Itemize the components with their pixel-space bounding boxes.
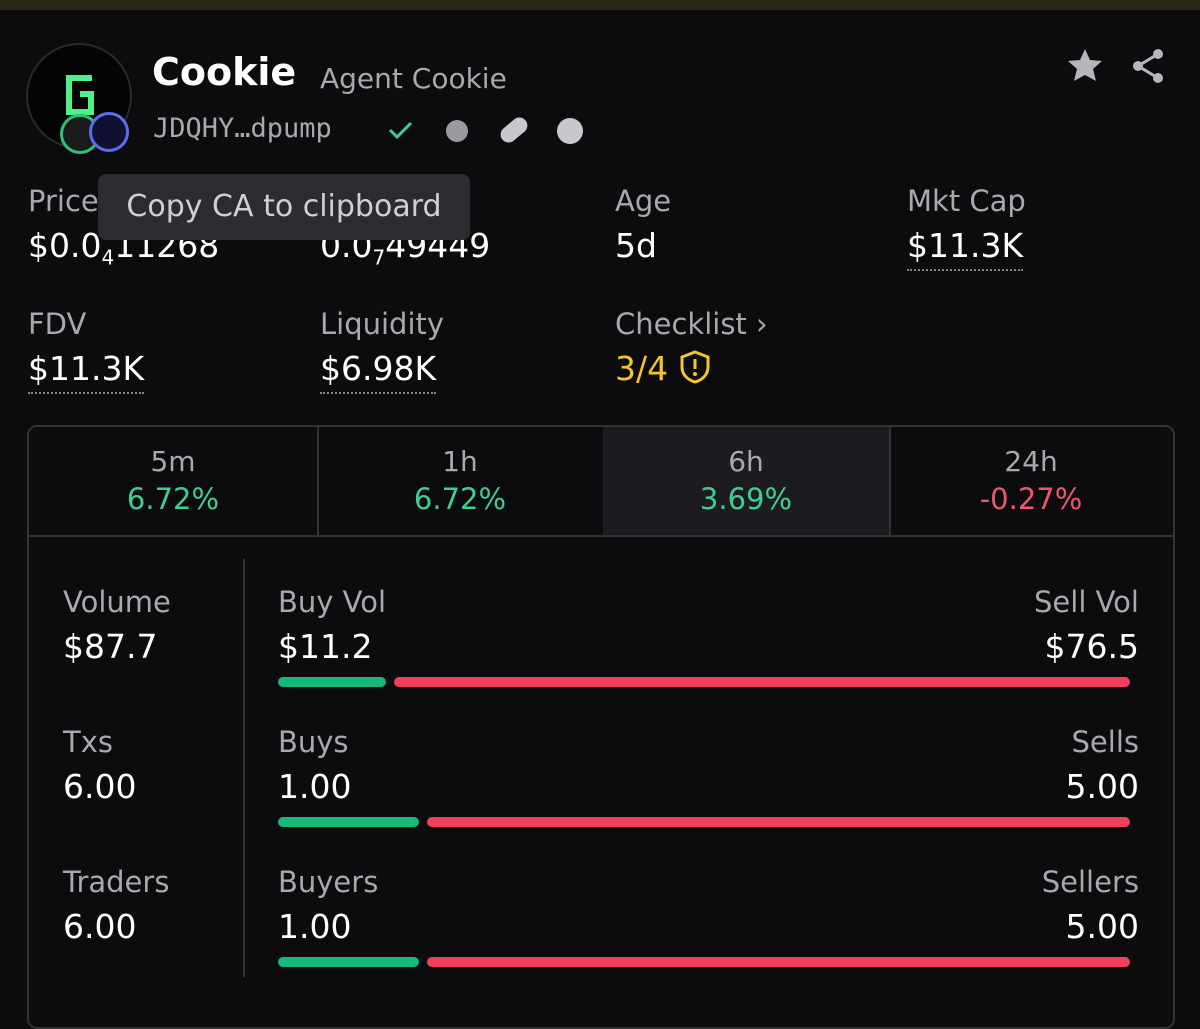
summary-value: 6.00 (63, 767, 137, 806)
buy-label: Buyers (278, 865, 379, 899)
tooltip: Copy CA to clipboard (98, 174, 470, 240)
tab-change: 6.72% (126, 482, 220, 516)
time-tab[interactable]: 24h -0.27% (889, 427, 1173, 537)
header-actions[interactable] (1064, 46, 1174, 86)
buy-bar (278, 957, 419, 967)
buy-value: $11.2 (278, 627, 373, 666)
dex-badge (89, 112, 129, 152)
checklist-value: 3/4 (615, 349, 711, 388)
buy-bar (278, 817, 419, 827)
stats-panel: 5m 6.72% 1h 6.72% 6h 3.69% 24h -0.27% Volume $87… (27, 425, 1175, 1029)
stat-value: $6.98K (320, 349, 437, 394)
buy-label: Buy Vol (278, 585, 387, 619)
tab-label: 24h (1004, 445, 1058, 478)
stat-label: Liquidity (320, 307, 445, 341)
time-tab[interactable]: 1h 6.72% (317, 427, 605, 537)
sell-value: 5.00 (1065, 767, 1139, 806)
sell-label: Sell Vol (1034, 585, 1139, 619)
sell-bar (427, 957, 1130, 967)
token-name: Cookie (152, 50, 297, 94)
top-bar (0, 0, 1200, 10)
tab-change: 3.69% (699, 482, 793, 516)
summary-label: Traders (63, 865, 170, 899)
time-tab[interactable]: 5m 6.72% (29, 427, 319, 537)
buy-value: 1.00 (278, 907, 352, 946)
summary-value: 6.00 (63, 907, 137, 946)
divider (243, 559, 245, 977)
stat-label: FDV (28, 307, 87, 341)
stat-label: Mkt Cap (907, 184, 1026, 218)
checklist-link[interactable]: Checklist › (615, 307, 768, 341)
tab-label: 1h (442, 445, 478, 478)
warning-icon (680, 350, 710, 384)
sell-bar (394, 677, 1130, 687)
stat-value: $11.3K (907, 226, 1024, 271)
avatar-logo (66, 75, 94, 115)
summary-value: $87.7 (63, 627, 158, 666)
buy-bar (278, 677, 386, 687)
token-full-name: Agent Cookie (320, 62, 507, 95)
contract-address[interactable]: JDQHY…dpump (153, 113, 332, 144)
summary-label: Txs (63, 725, 113, 759)
buy-label: Buys (278, 725, 349, 759)
stat-value: $11.3K (28, 349, 145, 394)
sell-bar (427, 817, 1130, 827)
sell-value: $76.5 (1044, 627, 1139, 666)
sell-label: Sellers (1041, 865, 1139, 899)
stat-label: Age (615, 184, 672, 218)
link-icons[interactable] (385, 114, 595, 148)
stat-label: Price (28, 184, 99, 218)
buy-value: 1.00 (278, 767, 352, 806)
tab-change: 6.72% (413, 482, 507, 516)
sell-value: 5.00 (1065, 907, 1139, 946)
tab-label: 5m (150, 445, 196, 478)
tab-change: -0.27% (979, 482, 1083, 516)
time-tab[interactable]: 6h 3.69% (603, 427, 891, 537)
summary-label: Volume (63, 585, 171, 619)
stat-value: 5d (615, 226, 657, 265)
sell-label: Sells (1071, 725, 1139, 759)
tab-label: 6h (728, 445, 764, 478)
